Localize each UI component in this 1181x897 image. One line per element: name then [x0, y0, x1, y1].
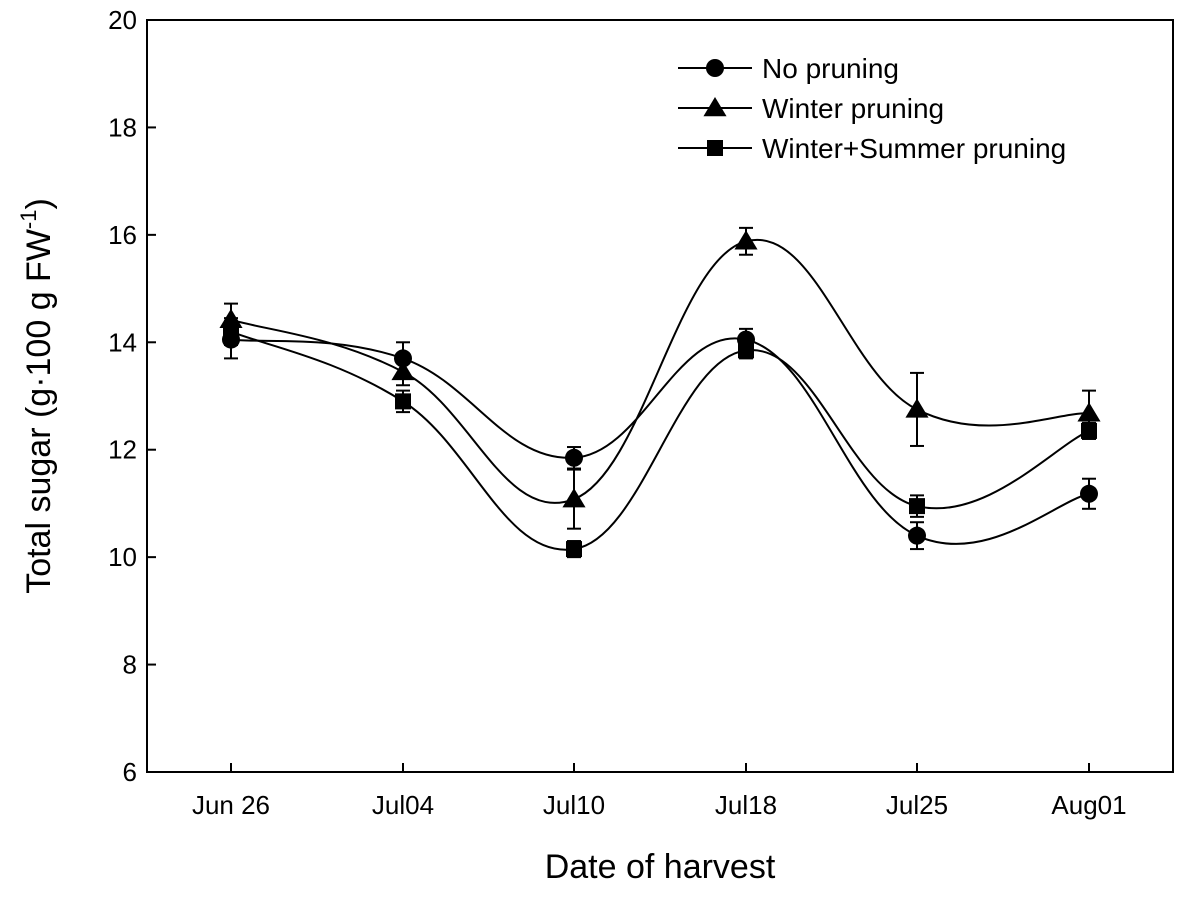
- data-point: [908, 526, 926, 545]
- series-curves: [230, 238, 1090, 551]
- series-line: [230, 238, 1090, 504]
- y-axis-title-end: ): [20, 198, 58, 209]
- y-tick-label: 12: [108, 435, 137, 465]
- data-point: [1077, 402, 1101, 422]
- legend-label: Winter pruning: [762, 93, 944, 124]
- y-axis-title-main: Total sugar (g·100 g FW: [20, 229, 58, 594]
- legend-item: Winter pruning: [678, 93, 944, 124]
- legend: No pruning Winter pruning Winter+Summer pr…: [678, 53, 1066, 164]
- data-point: [391, 360, 415, 381]
- data-point: [219, 308, 243, 328]
- y-axis-title-superscript: -1: [16, 210, 41, 230]
- y-tick-label: 6: [123, 757, 137, 787]
- data-point: [1081, 422, 1097, 439]
- data-point: [566, 541, 582, 558]
- y-axis-title: Total sugar (g·100 g FW-1): [16, 198, 58, 594]
- y-axis: 6 8 10 12 14 16 18 20: [108, 5, 156, 787]
- data-point: [734, 230, 758, 250]
- data-point: [565, 448, 583, 467]
- x-tick-label: Jul10: [543, 790, 605, 820]
- data-point: [1080, 484, 1098, 503]
- data-point: [909, 498, 925, 515]
- x-tick-label: Jul04: [372, 790, 434, 820]
- data-point: [395, 393, 411, 410]
- legend-item: Winter+Summer pruning: [678, 133, 1066, 164]
- x-axis: Jun 26 Jul04 Jul10 Jul18 Jul25 Aug01: [192, 763, 1127, 820]
- y-tick-label: 20: [108, 5, 137, 35]
- x-tick-label: Jul18: [715, 790, 777, 820]
- data-point: [394, 349, 412, 368]
- y-tick-label: 16: [108, 220, 137, 250]
- legend-label: Winter+Summer pruning: [762, 133, 1066, 164]
- y-tick-label: 14: [108, 327, 137, 357]
- legend-label: No pruning: [762, 53, 899, 84]
- legend-marker: [703, 97, 727, 117]
- x-axis-title: Date of harvest: [545, 848, 776, 886]
- data-point: [738, 342, 754, 359]
- x-tick-label: Jul25: [886, 790, 948, 820]
- legend-marker: [707, 140, 723, 156]
- data-point: [562, 488, 586, 508]
- y-tick-label: 10: [108, 542, 137, 572]
- series-line: [230, 330, 1090, 551]
- y-tick-label: 18: [108, 112, 137, 142]
- x-tick-label: Jun 26: [192, 790, 270, 820]
- x-tick-label: Aug01: [1051, 790, 1126, 820]
- data-point: [223, 323, 239, 340]
- legend-marker: [706, 59, 724, 77]
- plot-frame: [146, 19, 1174, 773]
- y-tick-label: 8: [123, 650, 137, 680]
- legend-item: No pruning: [678, 53, 899, 84]
- data-point: [905, 398, 929, 418]
- series-markers: [219, 230, 1101, 558]
